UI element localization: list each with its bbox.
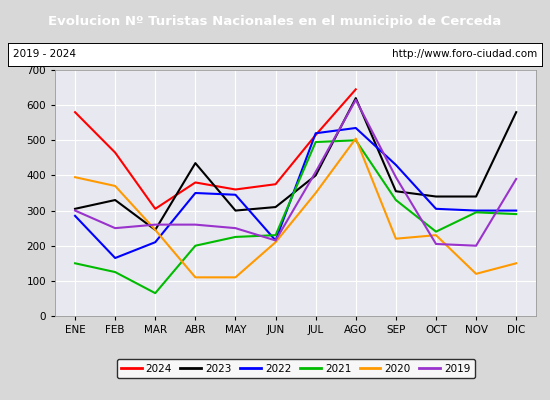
Text: 2019 - 2024: 2019 - 2024 xyxy=(13,49,75,59)
Text: Evolucion Nº Turistas Nacionales en el municipio de Cerceda: Evolucion Nº Turistas Nacionales en el m… xyxy=(48,14,502,28)
Text: http://www.foro-ciudad.com: http://www.foro-ciudad.com xyxy=(392,49,537,59)
Legend: 2024, 2023, 2022, 2021, 2020, 2019: 2024, 2023, 2022, 2021, 2020, 2019 xyxy=(117,359,475,378)
